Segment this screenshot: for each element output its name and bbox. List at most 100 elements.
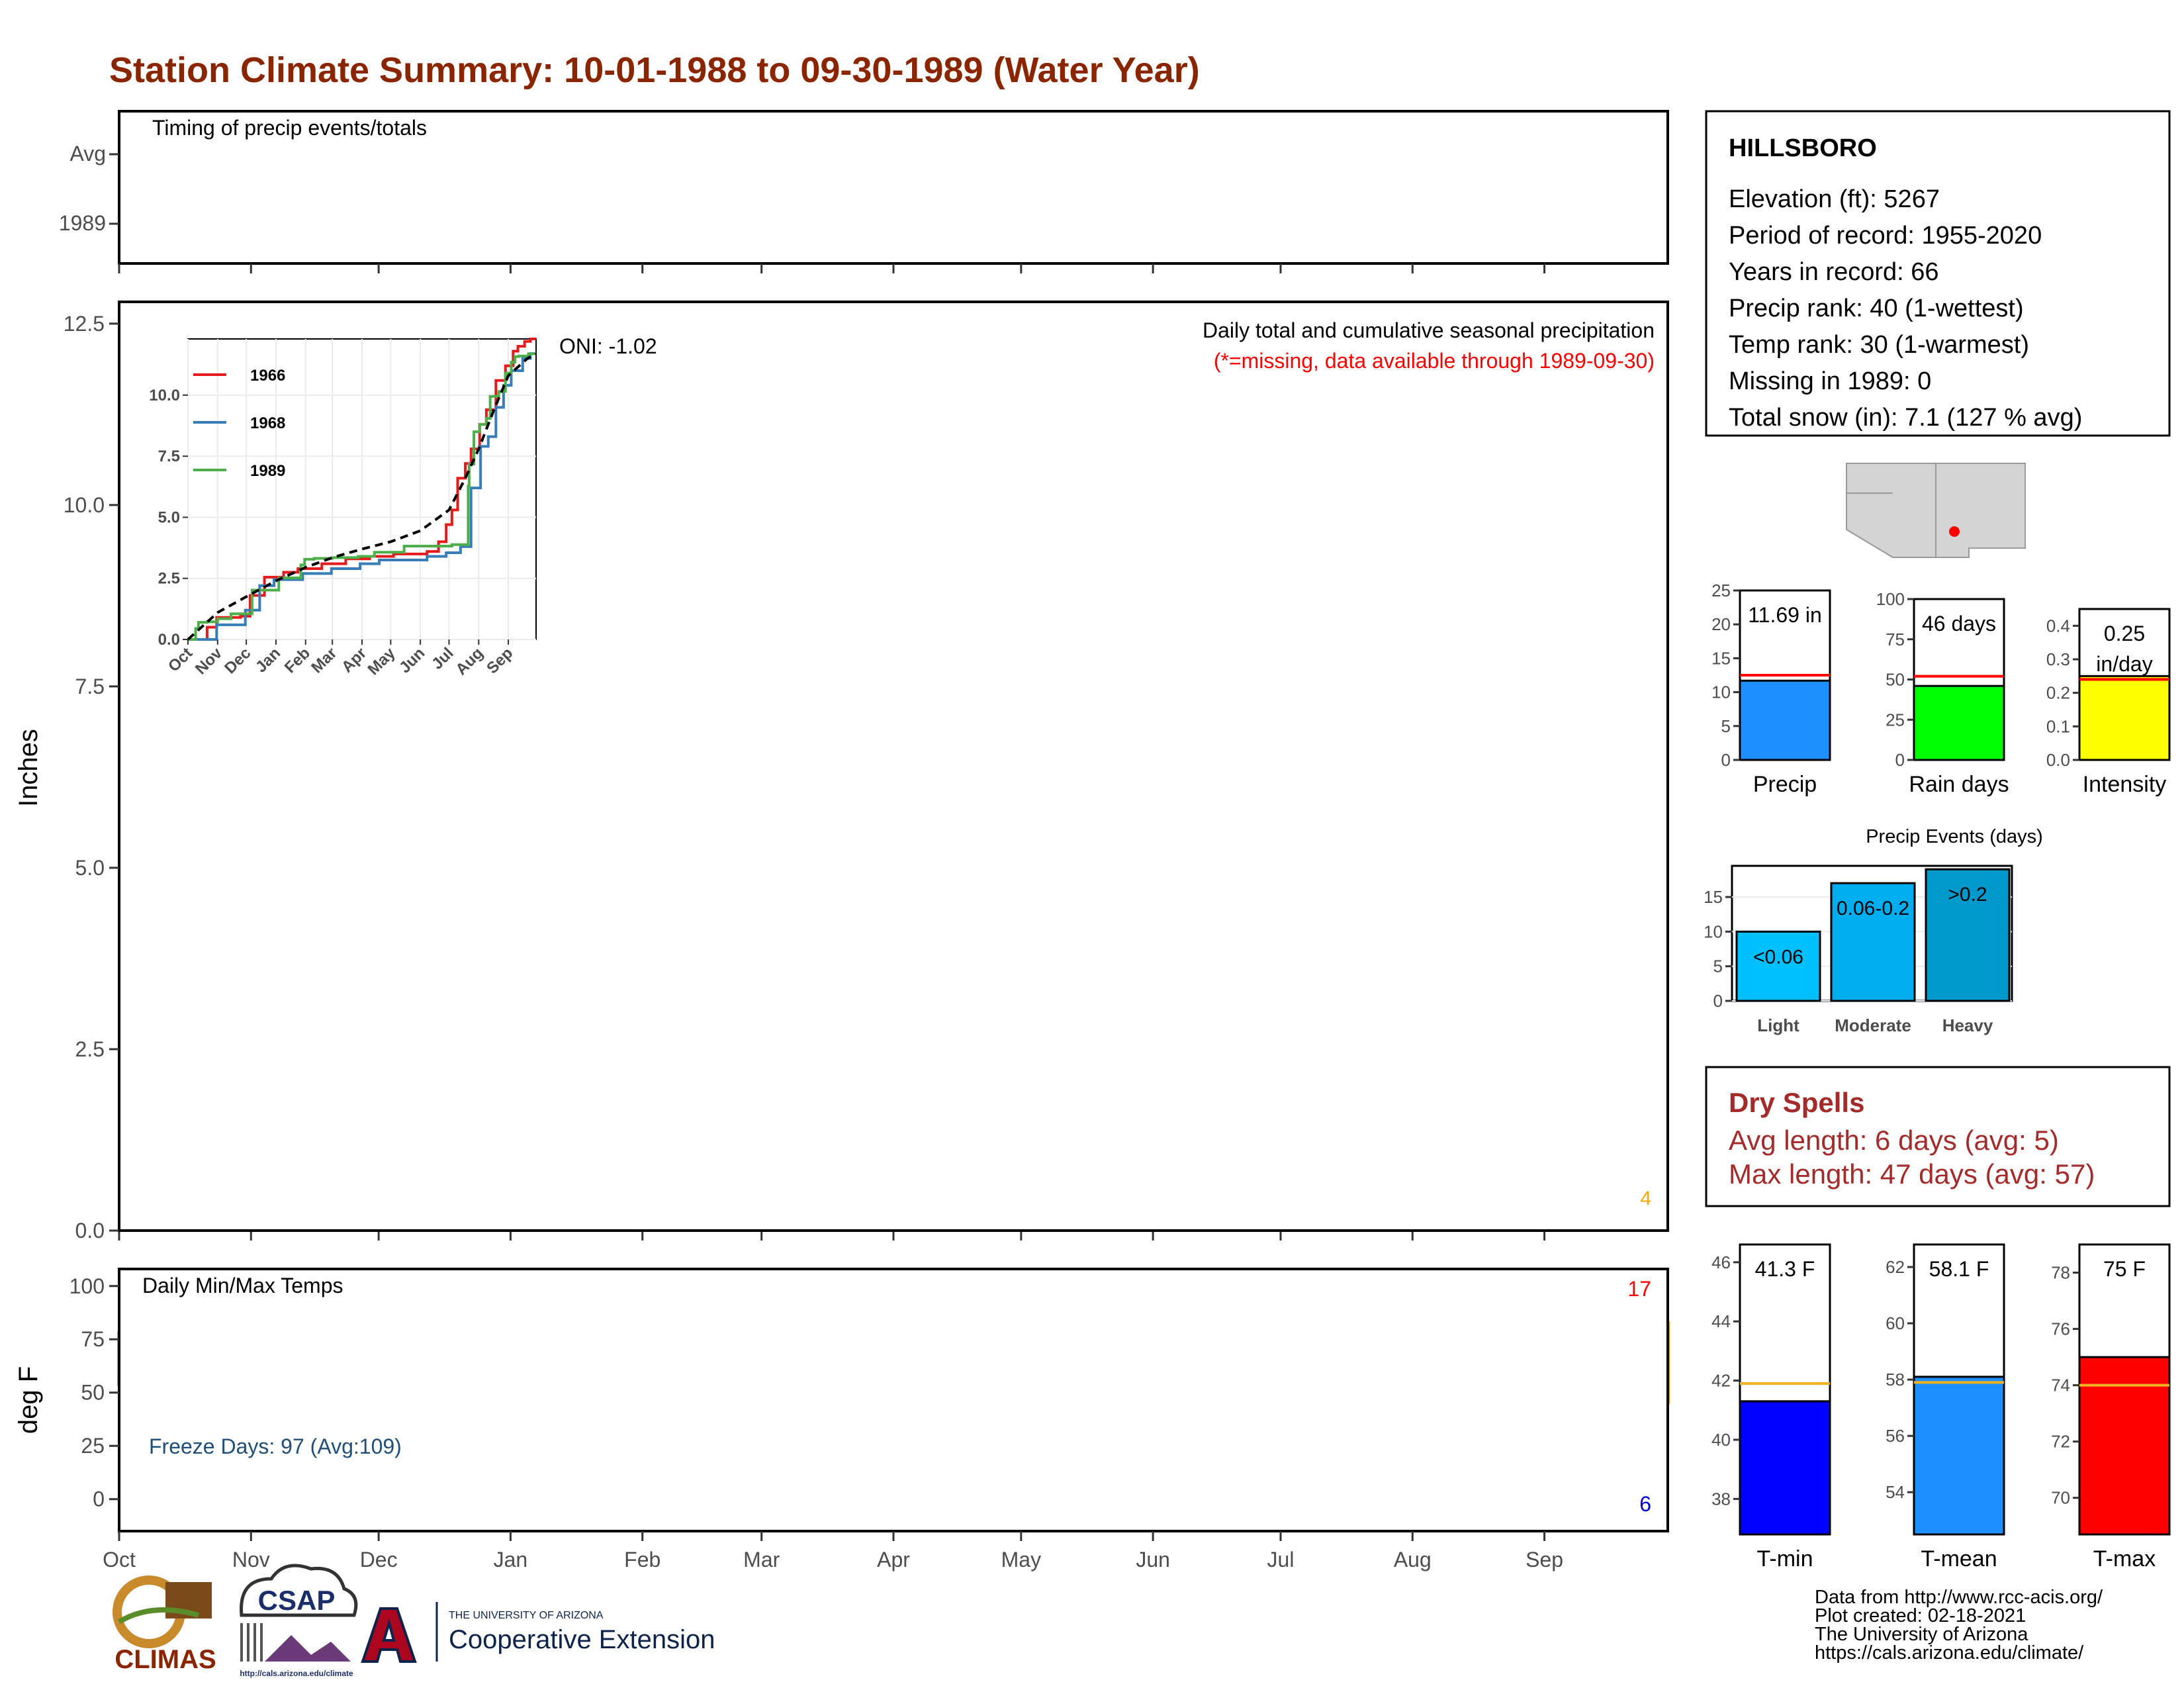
csap-logo: CSAP http://cals.arizona.edu/climate: [240, 1564, 358, 1678]
events-ytick-label-3: 15: [1704, 887, 1723, 907]
events-ytick-label-1: 5: [1713, 957, 1723, 976]
temp-total-ytick-label-0-1: 40: [1711, 1430, 1731, 1450]
month-label-Jan: Jan: [494, 1548, 528, 1571]
station-line-6: Missing in 1989: 0: [1729, 367, 1931, 395]
total-ytick-label-0-1: 5: [1721, 716, 1731, 736]
inset-chart: 0.02.55.07.510.0 OctNovDecJanFebMarAprMa…: [132, 316, 548, 694]
temp-total-ytick-label-2-3: 76: [2051, 1319, 2070, 1339]
footer-line-4: https://cals.arizona.edu/climate/: [1815, 1642, 2084, 1664]
temp-total-ytick-label-2-0: 70: [2051, 1488, 2070, 1508]
events-category-light: Light: [1757, 1015, 1799, 1035]
month-label-Jul: Jul: [1267, 1548, 1295, 1571]
total-ytick-label-1-1: 25: [1886, 710, 1905, 729]
missing-count: 4: [1640, 1188, 1651, 1209]
total-ytick-label-2-2: 0.2: [2046, 683, 2070, 703]
temp-total-ytick-label-1-1: 56: [1886, 1426, 1905, 1446]
inset-legend-label-1968: 1968: [250, 414, 285, 432]
inset-ytick-label-4: 10.0: [149, 387, 180, 404]
total-ytick-label-0-2: 10: [1711, 682, 1731, 702]
inset-ytick-label-2: 5.0: [158, 508, 180, 526]
total-ytick-label-1-2: 50: [1886, 670, 1905, 690]
inset-ytick-label-0: 0.0: [158, 631, 180, 649]
precip-events-title: Precip Events (days): [1866, 826, 2043, 847]
month-label-Sep: Sep: [1525, 1548, 1563, 1571]
temp-total-ytick-label-1-4: 62: [1886, 1257, 1905, 1277]
page-title: Station Climate Summary: 10-01-1988 to 0…: [109, 50, 1200, 90]
events-ytick-label-0: 0: [1713, 991, 1723, 1011]
freeze-days-label: Freeze Days: 97 (Avg:109): [149, 1434, 402, 1458]
inset-legend-label-1966: 1966: [250, 367, 285, 385]
temp-ytick-label-3: 75: [81, 1327, 105, 1351]
total-ytick-label-2-1: 0.1: [2046, 716, 2070, 736]
station-line-4: Precip rank: 40 (1-wettest): [1729, 295, 2024, 322]
temp-ylabel: deg F: [14, 1366, 43, 1434]
main-ytick-label-3: 7.5: [75, 675, 105, 698]
station-line-2: Period of record: 1955-2020: [1729, 222, 2042, 250]
temp-total-ytick-label-2-2: 74: [2051, 1376, 2070, 1395]
timing-panel: 25%50%75%FirstLast25%50%75%FirstLast Tim…: [59, 110, 1669, 273]
total-ytick-label-1-0: 0: [1895, 750, 1905, 770]
temp-total-ytick-label-0-4: 46: [1711, 1252, 1731, 1272]
locator-map: [1841, 460, 2032, 566]
temp-total-label-2: T-max: [2093, 1546, 2156, 1571]
total-value-label-2: 0.25: [2104, 622, 2145, 645]
month-label-May: May: [1001, 1548, 1041, 1571]
station-line-3: Years in record: 66: [1729, 258, 1939, 286]
csap-logo-url: http://cals.arizona.edu/climate: [240, 1669, 353, 1678]
month-label-Jun: Jun: [1136, 1548, 1170, 1571]
temperature-panel: 0 25 50 75 100 Oct Nov Dec Jan Feb Mar Apr May Jun Ju…: [14, 1267, 1670, 1571]
total-ytick-label-0-4: 20: [1711, 614, 1731, 634]
events-bar-label-2: >0.2: [1948, 884, 1987, 906]
inset-ytick-label-1: 2.5: [158, 570, 180, 588]
temp-total-value-label-1: 58.1 F: [1929, 1257, 1989, 1281]
temp-total-ytick-label-0-0: 38: [1711, 1489, 1731, 1509]
temp-total-ytick-label-0-3: 44: [1711, 1311, 1731, 1331]
main-ytick-label-2: 5.0: [75, 856, 105, 880]
station-location-marker: [1949, 526, 1960, 537]
events-bar-moderate: [1830, 882, 1916, 1002]
total-ytick-label-2-3: 0.3: [2046, 649, 2070, 669]
total-ytick-label-0-3: 15: [1711, 648, 1731, 668]
oni-label: ONI: -1.02: [559, 334, 657, 358]
climas-logo: CLIMAS: [113, 1575, 216, 1674]
inset-series-line-1966: [188, 338, 536, 641]
inset-average-line: [187, 352, 537, 641]
month-label-Feb: Feb: [624, 1548, 660, 1571]
climas-logo-text: CLIMAS: [114, 1645, 216, 1674]
total-label-2: Intensity: [2083, 772, 2167, 797]
temp-total-ytick-label-1-3: 60: [1886, 1313, 1905, 1333]
total-ytick-label-2-0: 0.0: [2046, 750, 2070, 770]
temp-ytick-label-1: 25: [81, 1434, 105, 1458]
events-bar-label-1: 0.06-0.2: [1837, 898, 1909, 919]
timing-row-avg-label: Avg: [69, 142, 106, 165]
csap-logo-text: CSAP: [258, 1585, 336, 1616]
inset-ytick-label-3: 7.5: [158, 447, 180, 465]
temp-total-ytick-label-1-2: 58: [1886, 1370, 1905, 1389]
total-value-label-1: 46 days: [1922, 612, 1996, 635]
footer-line-2: Plot created: 02-18-2021: [1815, 1605, 2026, 1626]
main-ylabel: Inches: [14, 729, 43, 807]
timing-label: Timing of precip events/totals: [152, 116, 427, 140]
temp-total-value-label-0: 41.3 F: [1755, 1257, 1815, 1281]
total-bar-1: [1913, 684, 2005, 761]
total-bar-2: [2078, 675, 2171, 761]
temp-total-bar-1: [1913, 1376, 2005, 1536]
temp-ytick-label-4: 100: [69, 1274, 105, 1298]
main-ytick-label-0: 0.0: [75, 1219, 105, 1243]
footer-credits: Data from http://www.rcc-acis.org/ Plot …: [1815, 1587, 2103, 1664]
precip-events-chart: Precip Events (days) 0 5 10 15 <0.06 Light 0.0…: [1704, 826, 2043, 1035]
events-bar-heavy: [1925, 868, 2011, 1002]
timing-row-1989-label: 1989: [59, 211, 106, 235]
dry-spells-box: Dry Spells Avg length: 6 days (avg: 5) M…: [1705, 1066, 2171, 1207]
temp-total-ytick-label-1-0: 54: [1886, 1482, 1905, 1502]
station-line-1: Elevation (ft): 5267: [1729, 185, 1940, 213]
station-line-5: Temp rank: 30 (1-warmest): [1729, 331, 2029, 359]
temp-total-bar-0: [1739, 1400, 1831, 1536]
total-ytick-label-1-4: 100: [1876, 589, 1905, 609]
university-of-arizona-logo: THE UNIVERSITY OF ARIZONA Cooperative Ex…: [361, 1602, 715, 1663]
total-label-0: Precip: [1753, 772, 1817, 797]
annual-totals-charts: 0 5 10 15 20 25 11.69 in Precip 0 25 50 75 100 46 day…: [1711, 581, 2171, 797]
dry-spells-max: Max length: 47 days (avg: 57): [1729, 1158, 2095, 1190]
total-ytick-label-0-5: 25: [1711, 581, 1731, 600]
